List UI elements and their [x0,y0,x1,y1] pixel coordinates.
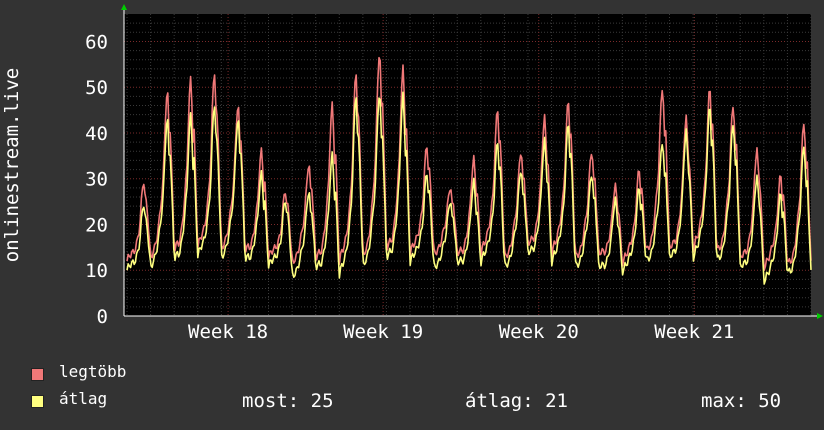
y-tick-label: 10 [85,260,108,282]
series-lines [126,56,812,285]
series-line-legtobb [126,56,812,271]
series-line-atlag [126,91,812,285]
y-tick-label: 20 [85,214,108,236]
x-tick-label: Week 18 [188,321,268,343]
x-axis-arrow [817,313,823,319]
stat-now: most: 25 [242,390,334,412]
axis-ticks: 0 10 20 30 40 50 60 Week 18 Week 19 Week 20 Week 2… [85,31,734,343]
legend-swatch-avg [31,395,44,408]
x-tick-label: Week 19 [343,321,423,343]
legend-swatch-max [31,368,44,381]
y-tick-label: 30 [85,169,108,191]
legend-label-avg: átlag [59,389,108,408]
x-tick-label: Week 20 [499,321,579,343]
y-tick-label: 60 [85,31,108,53]
stat-max: max: 50 [701,390,782,412]
y-axis-arrow [121,4,127,10]
plot-area [124,14,811,316]
stat-avg: átlag: 21 [465,390,568,412]
y-tick-label: 0 [97,306,108,328]
legend-label-max: legtöbb [59,362,127,381]
grid-lines [124,14,812,316]
y-axis-label: onlinestream.live [1,68,23,262]
x-tick-label: Week 21 [654,321,734,343]
axes [121,4,823,319]
y-tick-label: 50 [85,77,108,99]
y-tick-label: 40 [85,123,108,145]
